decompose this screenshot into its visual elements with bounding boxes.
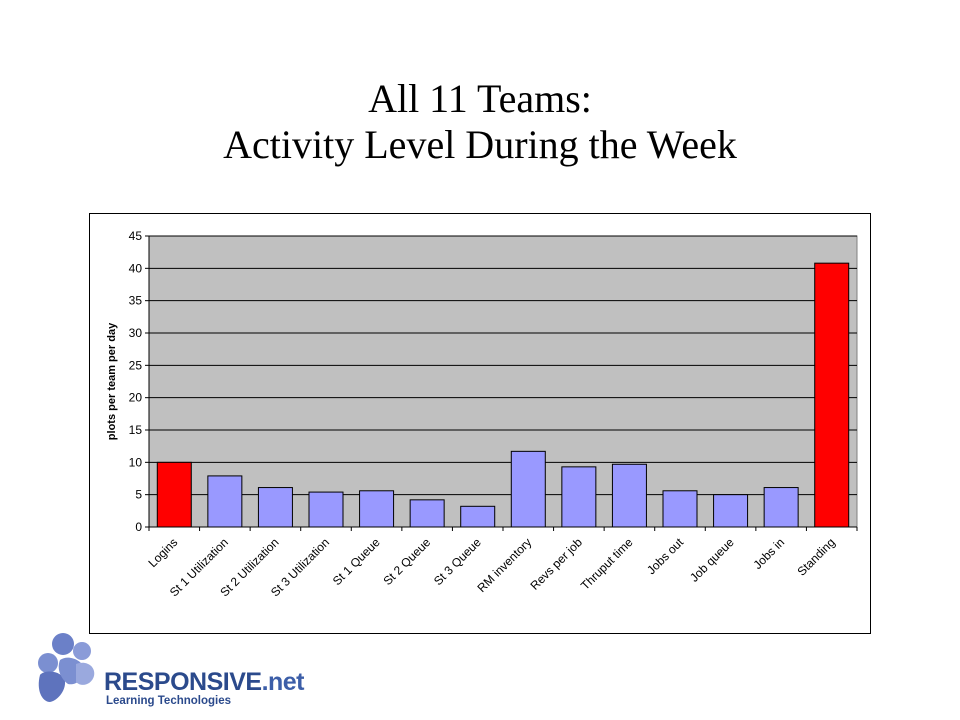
y-tick-label: 30 (129, 326, 143, 340)
title-line-1: All 11 Teams: (368, 76, 592, 121)
bar (814, 262, 850, 528)
x-tick-label: St 1 Queue (330, 535, 383, 588)
x-tick-label: Revs per job (527, 535, 585, 593)
responsive-logo: RESPONSIVE.net Learning Technologies (30, 630, 305, 710)
logo-brand: RESPONSIVE.net (104, 668, 305, 696)
bar (308, 491, 344, 528)
y-tick-label: 0 (135, 520, 142, 534)
logo-suffix: .net (261, 668, 305, 696)
slide-title: All 11 Teams: Activity Level During the … (0, 76, 960, 168)
y-tick-label: 40 (129, 261, 143, 275)
bar (257, 487, 293, 528)
bar (409, 499, 445, 528)
x-tick-label: Logins (145, 535, 180, 570)
chart-frame: 0 5 10 15 20 25 30 35 40 45 Logins St 1 Utilization… (89, 213, 871, 634)
bar (207, 475, 243, 528)
y-tick-label: 15 (129, 423, 143, 437)
y-tick-label: 25 (129, 358, 143, 372)
bar (510, 450, 546, 528)
y-tick-label: 5 (135, 488, 142, 502)
y-axis-label: plots per team per day (106, 322, 118, 440)
x-tick-label: Jobs out (644, 535, 686, 577)
x-tick-label: RM inventory (475, 535, 535, 595)
bar (561, 466, 597, 528)
x-tick-label: St 2 Queue (380, 535, 433, 588)
bar (713, 494, 749, 528)
bar (611, 463, 647, 528)
x-tick-label: Jobs in (750, 535, 787, 572)
bar (763, 487, 799, 528)
title-line-2: Activity Level During the Week (223, 122, 737, 167)
x-tick-label: Standing (794, 535, 837, 578)
plot-area (148, 235, 858, 528)
bar (359, 490, 395, 528)
y-tick-label: 10 (129, 455, 143, 469)
x-tick-label: Thruput time (578, 535, 636, 593)
y-tick-label: 35 (129, 294, 143, 308)
bar (460, 505, 496, 528)
x-tick-label: Job queue (687, 535, 737, 585)
bar (156, 461, 192, 528)
logo-figures-icon (38, 633, 95, 702)
y-tick-label: 20 (129, 391, 143, 405)
logo-subtitle: Learning Technologies (106, 695, 232, 707)
bar (662, 490, 698, 528)
y-tick-label: 45 (129, 229, 143, 243)
x-tick-label: St 3 Queue (431, 535, 484, 588)
